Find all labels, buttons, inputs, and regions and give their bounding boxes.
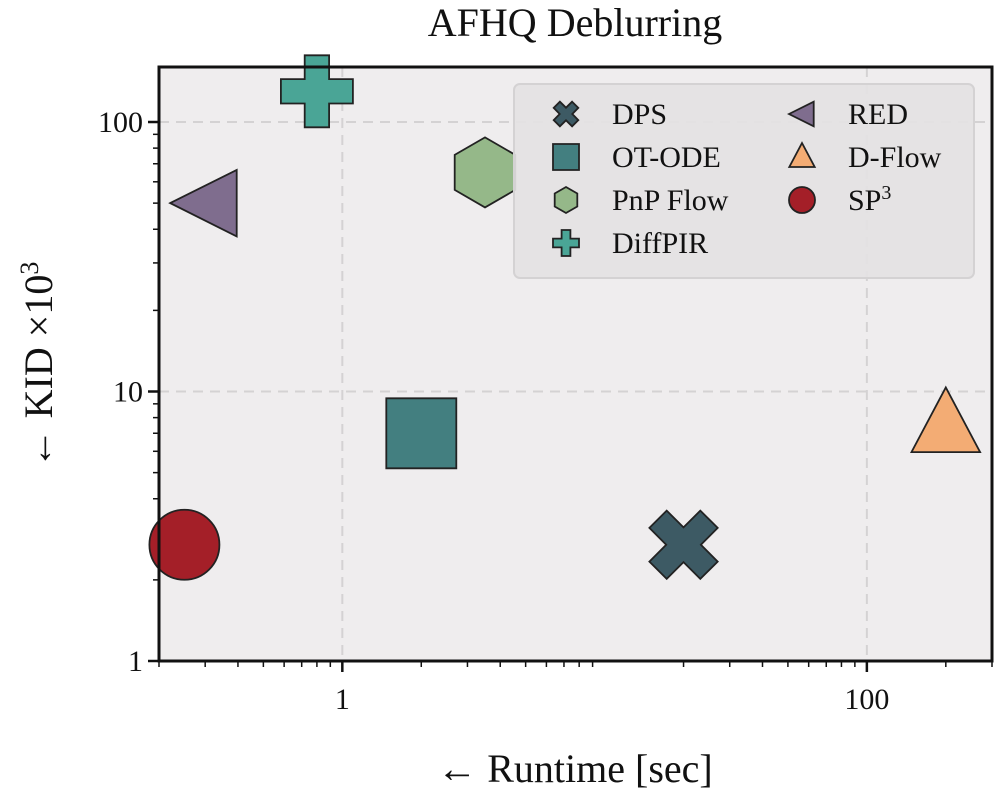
legend-label: SP3: [848, 182, 891, 217]
legend-item-d-flow: D-Flow: [787, 141, 942, 174]
legend-label: OT-ODE: [612, 141, 721, 174]
legend-item-diffpir: DiffPIR: [552, 227, 708, 260]
marker-triangle-left: [168, 168, 238, 238]
data-point-d-flow: [910, 385, 982, 454]
data-point-dps: [648, 509, 719, 581]
legend-marker-triangle-up: [787, 141, 817, 168]
marker-circle: [148, 508, 221, 581]
legend-label: DiffPIR: [612, 227, 708, 260]
y-axis-label: ← KID ×103: [15, 262, 62, 469]
y-tick-label: 10: [113, 376, 143, 409]
marker-x: [648, 509, 719, 581]
data-point-red: [168, 168, 238, 238]
legend-label: RED: [848, 98, 908, 131]
legend-item-pnp-flow: PnP Flow: [553, 184, 729, 217]
x-axis-label: ← Runtime [sec]: [437, 746, 713, 791]
data-point-ot-ode: [385, 397, 458, 470]
legend-marker-plus: [552, 229, 580, 257]
legend-item-red: RED: [786, 98, 908, 131]
data-point-diffpir: [279, 54, 354, 129]
plot-frame: [157, 65, 994, 663]
chart-title: AFHQ Deblurring: [428, 0, 722, 45]
x-tick-label: 100: [844, 683, 889, 716]
marker-triangle-up: [910, 385, 982, 454]
x-tick-label: 1: [335, 683, 350, 716]
legend-marker-x: [552, 100, 580, 128]
legend-item-dps: DPS: [552, 98, 667, 131]
data-point-sp: [148, 508, 221, 581]
legend-box: [513, 83, 975, 279]
legend-item-ot-ode: OT-ODE: [552, 141, 721, 174]
y-tick-label: 100: [98, 106, 143, 139]
legend-marker-square: [552, 143, 580, 171]
legend-label: D-Flow: [848, 141, 942, 174]
y-axis-label-superscript: 3: [15, 262, 44, 275]
legend-label: PnP Flow: [612, 184, 729, 217]
y-axis-label-main: ← KID ×10: [16, 275, 61, 469]
marker-square: [385, 397, 458, 470]
legend-item-sp: SP3: [788, 182, 891, 217]
legend-marker-circle: [788, 186, 816, 214]
marker-plus: [279, 54, 354, 129]
legend-marker-triangle-left: [786, 100, 815, 128]
y-tick-label: 1: [128, 645, 143, 678]
legend-label: DPS: [612, 98, 667, 131]
legend-marker-hexagon: [553, 185, 579, 215]
